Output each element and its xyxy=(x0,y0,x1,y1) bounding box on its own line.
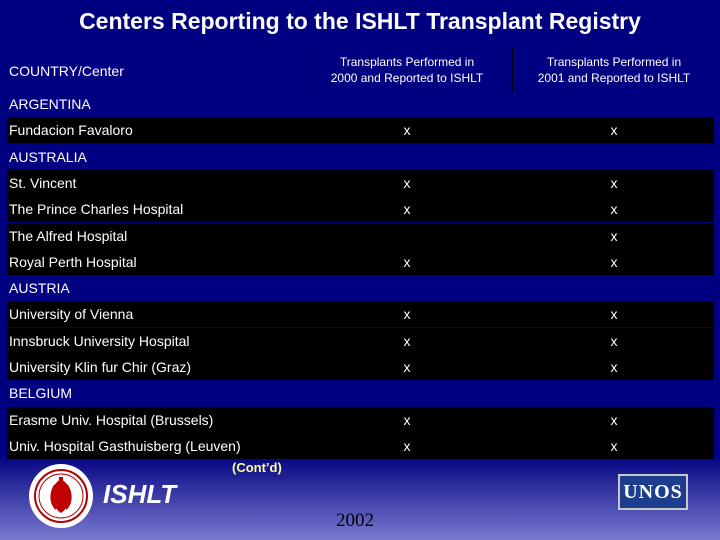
mark-2000: x xyxy=(403,122,411,139)
table-row: Fundacion Favaloro x x xyxy=(7,117,714,144)
country-row: AUSTRALIA xyxy=(7,143,714,170)
table-row: The Alfred Hospital x xyxy=(7,222,714,249)
country-name: ARGENTINA xyxy=(9,96,91,112)
page-title: Centers Reporting to the ISHLT Transplan… xyxy=(79,8,641,34)
mark-2001: x xyxy=(610,332,618,349)
mark-2001: x xyxy=(610,359,618,375)
center-name: Fundacion Favaloro xyxy=(9,122,133,139)
mark-2000: x xyxy=(403,411,411,428)
ishlt-logo-icon xyxy=(29,464,93,528)
center-name: The Alfred Hospital xyxy=(9,227,128,244)
unos-logo-icon: UNOS xyxy=(618,474,688,510)
mark-2001: x xyxy=(610,411,618,428)
center-name: The Prince Charles Hospital xyxy=(9,201,184,218)
registry-table: COUNTRY/Center Transplants Performed in … xyxy=(7,47,714,459)
table-row: University Klin fur Chir (Graz) x x xyxy=(7,354,714,380)
mark-2001: x xyxy=(610,174,618,191)
mark-2001: x xyxy=(610,201,618,218)
table-row: Innsbruck University Hospital x x xyxy=(7,327,714,354)
country-name: AUSTRALIA xyxy=(9,148,87,165)
year-label: 2002 xyxy=(336,510,374,531)
mark-2000: x xyxy=(403,253,411,270)
header-2000-line1: Transplants Performed in xyxy=(339,55,475,69)
mark-2000: x xyxy=(403,332,411,349)
header-2001: Transplants Performed in 2001 and Report… xyxy=(514,54,714,86)
country-row: BELGIUM xyxy=(7,380,714,407)
country-row: AUSTRIA xyxy=(7,275,714,302)
mark-2001: x xyxy=(610,122,618,139)
center-name: Innsbruck University Hospital xyxy=(9,332,190,349)
mark-2000: x xyxy=(403,174,411,191)
mark-2001: x xyxy=(610,306,618,323)
header-divider xyxy=(512,47,513,91)
center-name: University Klin fur Chir (Graz) xyxy=(9,359,192,375)
mark-2001: x xyxy=(610,227,618,244)
mark-2001: x xyxy=(610,253,618,270)
mark-2000: x xyxy=(403,201,411,218)
country-name: BELGIUM xyxy=(9,385,73,402)
table-header: COUNTRY/Center Transplants Performed in … xyxy=(7,47,714,92)
header-divider xyxy=(305,47,306,91)
table-row: Royal Perth Hospital x x xyxy=(7,248,714,275)
center-name: Univ. Hospital Gasthuisberg (Leuven) xyxy=(9,437,241,454)
mark-2001: x xyxy=(610,437,618,454)
header-2001-line2: 2001 and Reported to ISHLT xyxy=(537,71,691,85)
ishlt-wordmark: ISHLT xyxy=(103,479,177,509)
table-row: Erasme Univ. Hospital (Brussels) x x xyxy=(7,406,714,433)
mark-2000: x xyxy=(403,306,411,323)
header-2000: Transplants Performed in 2000 and Report… xyxy=(307,54,507,86)
header-2001-line1: Transplants Performed in xyxy=(546,55,682,69)
country-row: ARGENTINA xyxy=(7,91,714,117)
center-name: St. Vincent xyxy=(9,174,77,191)
header-2000-line2: 2000 and Reported to ISHLT xyxy=(330,71,484,85)
mark-2000: x xyxy=(403,437,411,454)
center-name: University of Vienna xyxy=(9,306,134,323)
table-row: Univ. Hospital Gasthuisberg (Leuven) x x xyxy=(7,432,714,459)
center-name: Erasme Univ. Hospital (Brussels) xyxy=(9,411,214,428)
country-name: AUSTRIA xyxy=(9,280,70,297)
header-country-center: COUNTRY/Center xyxy=(9,63,124,79)
table-row: St. Vincent x x xyxy=(7,169,714,196)
continued-note: (Cont’d) xyxy=(232,460,282,475)
table-row: University of Vienna x x xyxy=(7,301,714,328)
unos-wordmark: UNOS xyxy=(623,480,683,503)
mark-2000: x xyxy=(403,359,411,375)
center-name: Royal Perth Hospital xyxy=(9,253,137,270)
table-row: The Prince Charles Hospital x x xyxy=(7,196,714,223)
